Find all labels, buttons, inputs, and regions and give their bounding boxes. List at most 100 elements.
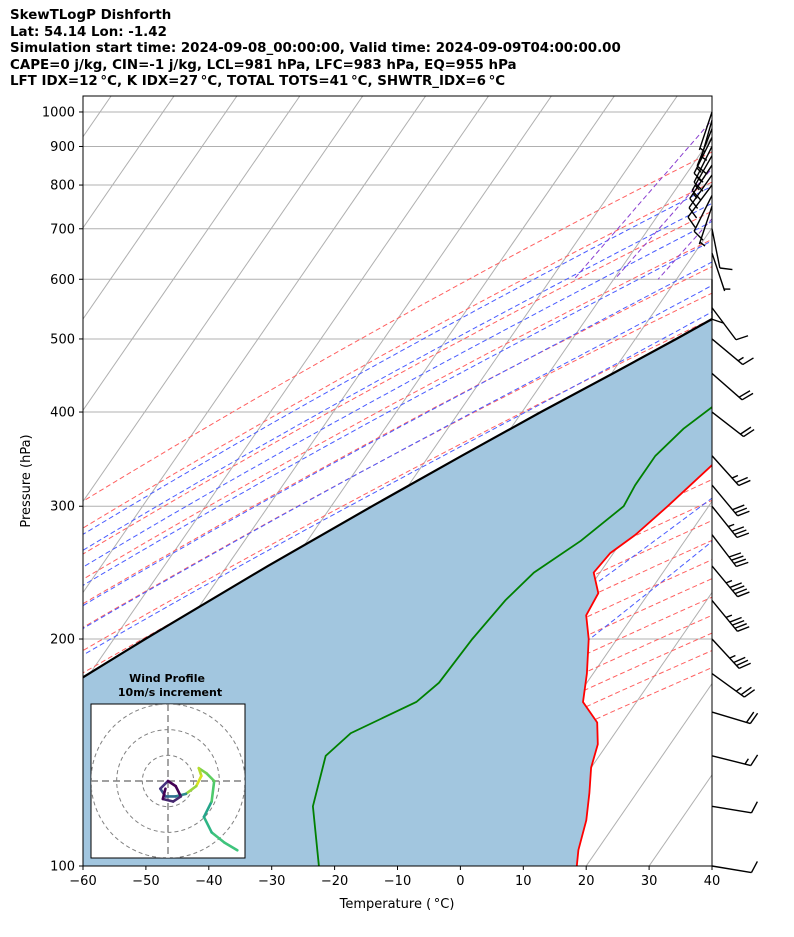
wind-barb-half: [731, 474, 739, 479]
isotherm: [83, 96, 238, 320]
moist-adiabat: [83, 202, 712, 551]
isotherm: [83, 96, 490, 685]
wind-barb-flag: [734, 529, 747, 536]
dry-adiabat: [83, 238, 712, 580]
hodograph-trace-segment: [161, 787, 167, 801]
wind-barb-shaft: [711, 865, 752, 874]
wind-barb-shaft: [693, 137, 713, 174]
wind-barb: [711, 754, 759, 767]
wind-barb: [698, 111, 713, 153]
hodograph-trace-segment: [166, 779, 177, 788]
wind-barb-flag: [743, 689, 756, 698]
wind-barb-shaft: [711, 672, 745, 698]
wind-barb-shaft: [711, 805, 752, 814]
wind-barb-flag: [688, 207, 698, 219]
wind-barb: [711, 484, 750, 517]
wind-barb-flag: [741, 392, 754, 401]
wind-barb-flag: [735, 335, 749, 341]
wind-barb-shaft: [711, 565, 739, 598]
wind-barb-shaft: [698, 111, 713, 151]
x-tick-label: −50: [132, 874, 159, 889]
wind-barb-shaft: [711, 600, 738, 632]
x-tick-label: −20: [321, 874, 348, 889]
dry-adiabat: [83, 151, 712, 502]
wind-barb: [711, 505, 750, 539]
temperature-profile-line: [575, 463, 712, 866]
mixing-ratio-lines: [573, 119, 712, 280]
wind-barb-shaft: [687, 184, 713, 218]
wind-barb-half: [735, 686, 742, 692]
wind-barb: [711, 672, 756, 698]
wind-barb-flag: [729, 582, 742, 589]
axis-ticks: −60 −50 −40 −30 −20 −10 0 10 20 30 40 1000 900 800 700…: [42, 105, 720, 889]
y-tick-label: 200: [50, 633, 75, 648]
wind-barb-shaft: [698, 205, 713, 245]
wind-barb: [711, 338, 754, 366]
wind-barb-half: [696, 167, 702, 173]
moist-adiabat: [281, 540, 712, 866]
stability-indices-2: LFT IDX=12 °C, K IDX=27 °C, TOTAL TOTS=4…: [10, 74, 506, 90]
wind-barb-flag: [738, 662, 751, 670]
wind-barb-flag: [750, 801, 758, 814]
dry-adiabat: [83, 266, 712, 605]
hodograph-trace-segment: [223, 841, 239, 852]
wind-barb-shaft: [711, 711, 751, 725]
y-tick-label: 600: [50, 273, 75, 288]
y-tick-label: 700: [50, 222, 75, 237]
station-coordinates: Lat: 54.14 Lon: -1.42: [10, 24, 167, 40]
moist-adiabat: [83, 220, 712, 568]
wind-barb-shaft: [711, 455, 740, 486]
isotherm: [585, 682, 712, 866]
wind-barb-shaft: [711, 534, 737, 567]
wind-barb-half: [725, 614, 733, 619]
y-tick-label: 800: [50, 179, 75, 194]
wind-barb-shaft: [711, 372, 743, 401]
wind-barb-flag: [750, 861, 758, 873]
hodograph-trace-segment: [174, 784, 183, 798]
wind-barb-flag: [750, 754, 759, 766]
wind-barb-shaft: [711, 411, 745, 438]
hodograph-trace-segment: [210, 831, 226, 844]
wind-barb-shaft: [691, 155, 713, 191]
wind-barb-half: [737, 356, 744, 362]
y-tick-label: 900: [50, 140, 75, 155]
wind-barb-flag: [734, 507, 748, 514]
dry-adiabat: [83, 519, 712, 834]
wind-barb-shaft: [711, 755, 751, 767]
dry-adiabat: [83, 210, 712, 555]
dry-adiabat: [83, 318, 712, 652]
isotherm: [83, 96, 427, 594]
isotherm: [711, 865, 712, 866]
wind-barb: [691, 155, 713, 201]
wind-barb: [711, 534, 749, 568]
wind-barb-flag: [735, 476, 748, 484]
wind-barb: [711, 307, 749, 341]
wind-barb-half: [725, 579, 733, 584]
wind-barb-flag: [745, 711, 755, 723]
y-tick-label: 300: [50, 500, 75, 515]
hodograph-trace-segment: [161, 797, 175, 803]
x-tick-label: −40: [195, 874, 222, 889]
wind-barb: [687, 184, 713, 228]
wind-barbs: [687, 111, 759, 874]
moist-adiabat: [83, 311, 712, 656]
hodograph-subtitle: 10m/s increment: [118, 686, 222, 699]
wind-barb-flag: [736, 659, 749, 667]
hodograph-trace-segment: [197, 766, 203, 778]
hodograph-trace-segment: [184, 784, 198, 796]
wind-barb-flag: [732, 619, 745, 626]
hodograph-title: Wind Profile: [129, 672, 205, 685]
x-tick-label: 40: [704, 874, 721, 889]
wind-barb-flag: [733, 558, 747, 564]
x-tick-label: 30: [641, 874, 658, 889]
chart-title: SkewTLogP Dishforth: [10, 8, 172, 23]
wind-barb-shaft: [711, 338, 744, 366]
wind-barb-flag: [731, 526, 745, 532]
wind-barb-shaft: [711, 252, 726, 292]
wind-barb-shaft: [696, 128, 713, 167]
moist-adiabat: [83, 261, 712, 607]
wind-barb-flag: [732, 504, 745, 511]
x-tick-label: 20: [578, 874, 595, 889]
wind-barb: [688, 174, 713, 219]
